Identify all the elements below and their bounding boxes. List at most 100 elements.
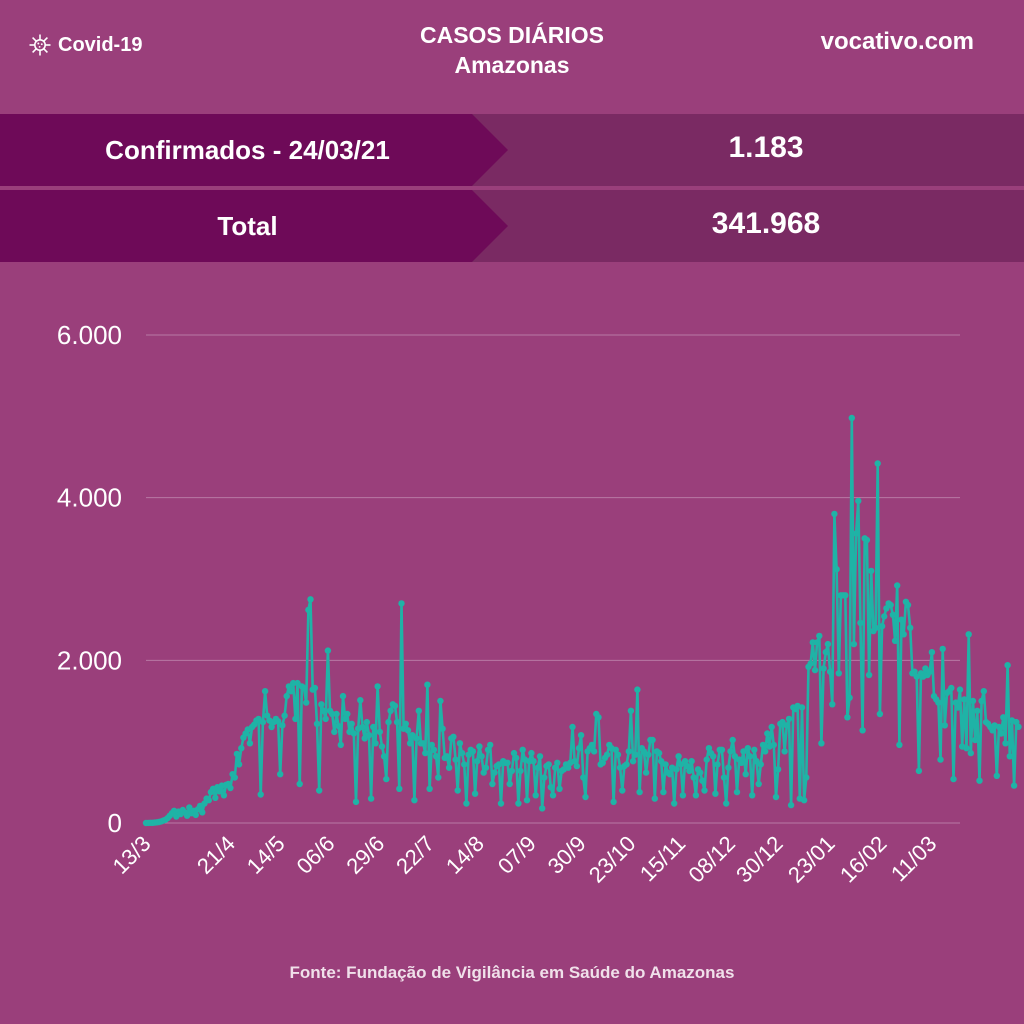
data-point	[350, 730, 357, 737]
data-point	[337, 741, 344, 749]
data-point	[824, 640, 832, 648]
data-point	[573, 762, 580, 770]
data-point	[352, 798, 360, 806]
data-point	[989, 727, 996, 734]
data-point	[681, 758, 689, 765]
data-point	[287, 688, 295, 695]
virus-icon	[29, 34, 51, 56]
data-point	[238, 745, 245, 752]
data-point	[212, 794, 219, 801]
data-point	[937, 756, 944, 763]
data-point	[450, 733, 457, 740]
chart-subtitle: Amazonas	[454, 52, 570, 78]
data-point	[816, 632, 823, 640]
data-point	[528, 749, 535, 757]
confirmed-label: Confirmados - 24/03/21	[105, 135, 390, 165]
data-point	[268, 723, 275, 731]
data-point	[623, 761, 630, 768]
data-point	[452, 756, 459, 763]
data-point	[725, 764, 732, 771]
data-point	[755, 780, 762, 788]
data-point	[303, 699, 310, 706]
data-point	[515, 800, 522, 807]
data-point	[588, 741, 596, 749]
data-point	[818, 740, 825, 747]
data-point	[764, 730, 771, 737]
data-point	[370, 723, 377, 731]
data-point	[402, 720, 409, 727]
data-point	[894, 582, 901, 589]
data-point	[320, 707, 327, 714]
daily-cases-chart: 0 2.000 4.000 6.000 13/3 21/4 14/5 06/6 29/6 22/7…	[57, 320, 1022, 888]
total-value: 341.968	[711, 207, 821, 240]
data-point	[673, 766, 680, 773]
data-point	[690, 774, 697, 781]
data-point	[629, 758, 637, 765]
data-point	[487, 741, 494, 749]
data-point	[422, 749, 429, 757]
data-point	[508, 767, 516, 775]
data-point	[595, 714, 602, 721]
data-point	[759, 741, 767, 749]
data-point	[235, 761, 243, 768]
data-point	[844, 714, 851, 721]
data-point	[848, 414, 855, 422]
data-point	[723, 800, 730, 807]
data-point	[993, 772, 1000, 779]
data-point	[677, 761, 684, 768]
data-point	[649, 736, 656, 744]
data-point	[718, 746, 726, 753]
data-point	[471, 790, 479, 797]
data-point	[307, 596, 314, 603]
data-point	[688, 758, 695, 765]
data-point	[376, 728, 383, 736]
data-point	[415, 707, 422, 714]
data-point	[831, 510, 838, 518]
data-point	[712, 790, 719, 797]
data-point	[480, 769, 487, 776]
data-point	[744, 745, 751, 752]
data-point	[316, 787, 323, 794]
x-tick-label: 15/11	[635, 831, 690, 886]
data-point	[378, 743, 386, 750]
y-tick-label: 6.000	[57, 320, 122, 350]
data-point	[852, 530, 860, 537]
data-point	[333, 710, 340, 718]
data-point	[259, 718, 267, 726]
data-point	[497, 800, 505, 807]
data-point	[978, 697, 985, 705]
brand-label: Covid-19	[58, 33, 143, 56]
data-point	[855, 497, 862, 505]
data-point	[279, 722, 286, 729]
data-point	[1002, 740, 1009, 747]
data-point	[768, 723, 775, 731]
data-point	[859, 727, 866, 734]
x-tick-label: 08/12	[683, 831, 740, 888]
data-point	[554, 759, 561, 766]
x-tick-label: 23/01	[783, 831, 840, 888]
data-point	[519, 746, 526, 753]
data-point	[727, 748, 734, 755]
data-point	[820, 665, 827, 672]
data-point	[950, 775, 957, 783]
data-point	[504, 759, 511, 766]
data-point	[372, 740, 379, 747]
data-point	[658, 758, 665, 765]
data-point	[935, 699, 942, 706]
data-point	[432, 753, 440, 760]
data-point	[283, 692, 290, 700]
data-point	[411, 797, 418, 804]
data-point	[666, 771, 674, 778]
data-point	[590, 748, 598, 755]
data-point	[939, 645, 946, 653]
data-point	[532, 792, 539, 799]
data-point	[199, 809, 206, 816]
data-point	[733, 788, 741, 796]
data-point	[439, 725, 446, 732]
data-point	[482, 764, 490, 771]
data-point	[972, 736, 979, 744]
data-point	[826, 668, 834, 675]
data-point	[227, 784, 234, 792]
data-point	[192, 811, 199, 819]
data-point	[469, 748, 477, 755]
